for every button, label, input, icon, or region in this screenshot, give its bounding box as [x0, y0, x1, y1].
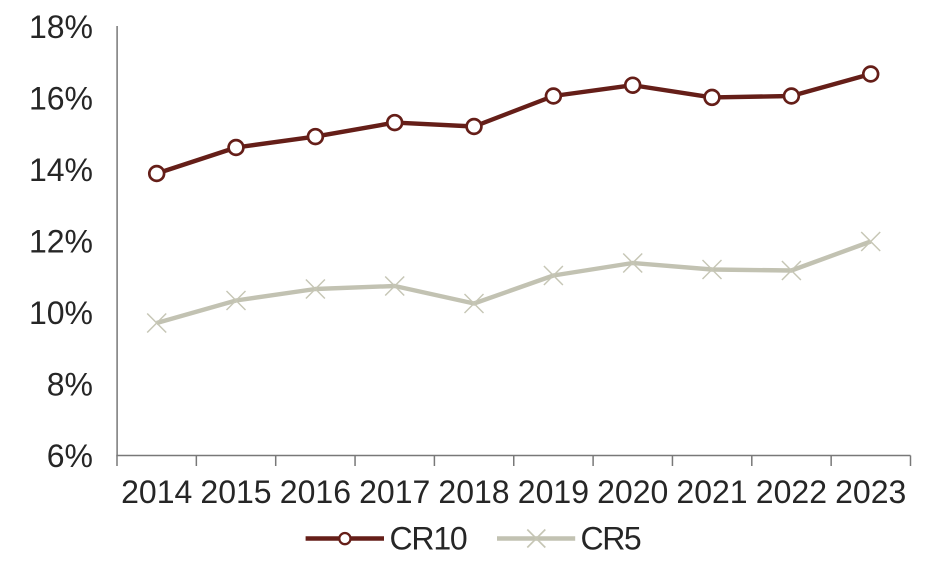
- svg-text:6%: 6%: [47, 438, 93, 474]
- svg-text:2018: 2018: [438, 474, 509, 510]
- svg-text:10%: 10%: [29, 295, 93, 331]
- svg-text:18%: 18%: [29, 9, 93, 45]
- svg-text:2021: 2021: [676, 474, 747, 510]
- svg-text:2020: 2020: [597, 474, 668, 510]
- svg-text:2016: 2016: [280, 474, 351, 510]
- svg-text:16%: 16%: [29, 81, 93, 117]
- svg-text:2022: 2022: [756, 474, 827, 510]
- svg-text:CR10: CR10: [390, 520, 467, 556]
- svg-text:12%: 12%: [29, 224, 93, 260]
- svg-text:14%: 14%: [29, 152, 93, 188]
- svg-text:2014: 2014: [121, 474, 192, 510]
- svg-text:8%: 8%: [47, 367, 93, 403]
- svg-text:2015: 2015: [200, 474, 271, 510]
- svg-text:2019: 2019: [518, 474, 589, 510]
- svg-text:2023: 2023: [835, 474, 906, 510]
- svg-text:2017: 2017: [359, 474, 430, 510]
- svg-text:CR5: CR5: [581, 520, 641, 556]
